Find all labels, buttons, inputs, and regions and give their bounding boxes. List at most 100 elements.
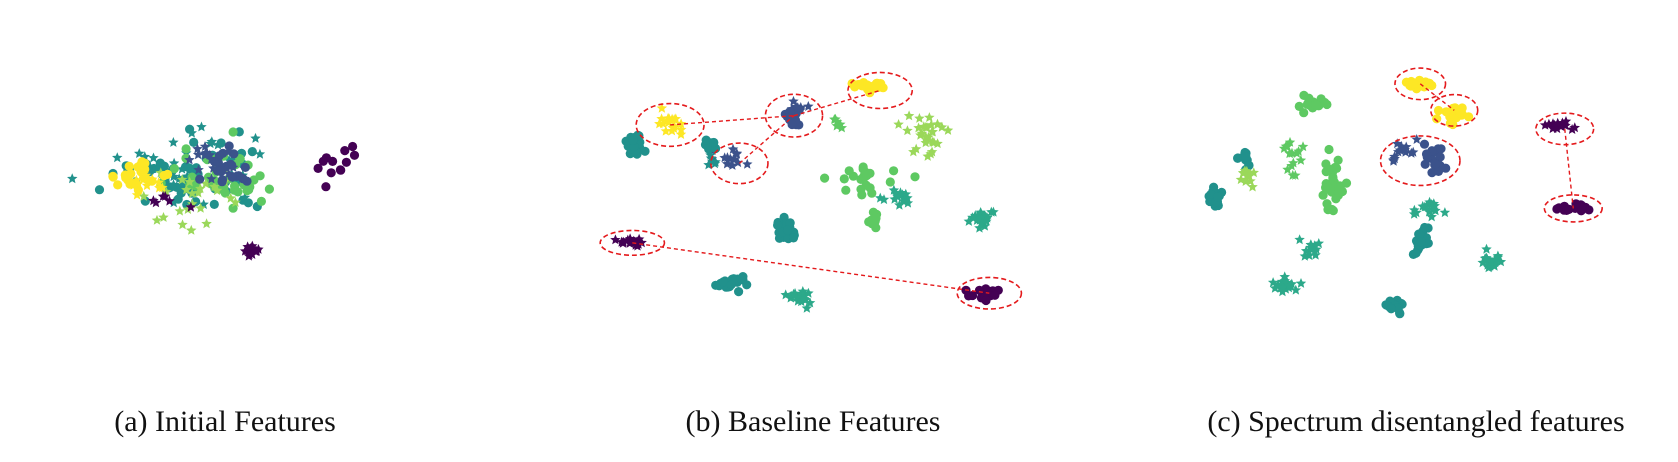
- highlight-ellipse: [847, 71, 914, 110]
- circle-point: [1419, 139, 1430, 149]
- highlight-ellipse: [599, 229, 666, 257]
- circle-point: [318, 156, 328, 166]
- circle-point: [1302, 99, 1312, 109]
- circle-point: [865, 168, 875, 178]
- star-point: [803, 101, 814, 111]
- circle-point: [848, 171, 859, 181]
- star-point: [239, 192, 251, 203]
- circle-point: [1320, 97, 1330, 108]
- star-point: [211, 156, 222, 167]
- highlight-ellipse: [1379, 135, 1461, 187]
- circle-point: [335, 165, 345, 175]
- star-point: [633, 238, 644, 249]
- circle-point: [841, 185, 851, 195]
- circle-point: [238, 173, 248, 183]
- circle-point: [326, 168, 336, 178]
- circle-point: [313, 163, 323, 173]
- circle-point: [181, 144, 191, 154]
- circle-point: [1322, 199, 1332, 209]
- star-point: [920, 137, 931, 148]
- star-point: [184, 154, 195, 165]
- star-point: [195, 183, 206, 194]
- star-point: [932, 138, 943, 149]
- circle-point: [981, 295, 991, 306]
- star-point: [976, 218, 988, 229]
- star-point: [971, 215, 983, 225]
- circle-point: [1448, 103, 1458, 113]
- star-point: [153, 177, 164, 187]
- star-point: [732, 157, 744, 168]
- star-point: [196, 121, 207, 132]
- circle-point: [94, 185, 105, 195]
- star-point: [160, 186, 172, 197]
- star-point: [185, 163, 197, 174]
- star-point: [893, 119, 904, 129]
- star-point: [131, 189, 143, 200]
- star-point: [719, 152, 730, 163]
- star-point: [230, 197, 241, 207]
- circle-point: [163, 169, 173, 179]
- star-point: [128, 179, 139, 190]
- star-point: [742, 158, 753, 169]
- circle-point: [247, 147, 257, 157]
- circle-point: [264, 184, 274, 194]
- panel-initial-features: [67, 121, 360, 261]
- star-point: [140, 170, 152, 180]
- star-point: [184, 176, 195, 187]
- star-point: [1245, 175, 1256, 186]
- circle-point: [865, 88, 875, 98]
- star-point: [780, 289, 791, 300]
- star-point: [176, 174, 188, 185]
- highlight-ellipse: [710, 142, 769, 185]
- star-point: [168, 137, 179, 147]
- panel-spectrum-features: [1204, 67, 1603, 319]
- circle-point: [1331, 194, 1341, 204]
- circle-point: [1318, 190, 1328, 200]
- star-point: [148, 152, 159, 163]
- star-point: [168, 197, 179, 208]
- star-point: [247, 249, 258, 259]
- star-point: [932, 119, 943, 129]
- circle-point: [1299, 108, 1309, 118]
- star-point: [181, 184, 192, 195]
- star-point: [903, 110, 915, 121]
- star-point: [1313, 238, 1324, 248]
- circle-point: [321, 182, 331, 192]
- circle-point: [782, 225, 793, 235]
- star-point: [1485, 256, 1497, 267]
- circle-point: [108, 171, 118, 181]
- star-point: [186, 127, 197, 138]
- star-point: [212, 139, 224, 150]
- circle-point: [857, 190, 867, 200]
- star-point: [963, 216, 975, 226]
- star-point: [1569, 122, 1580, 133]
- circle-point: [867, 188, 877, 198]
- star-point: [1293, 146, 1304, 156]
- star-point: [199, 149, 211, 160]
- star-point: [1417, 200, 1428, 211]
- star-point: [1430, 205, 1441, 216]
- star-point: [182, 204, 194, 214]
- star-point: [1551, 123, 1563, 134]
- star-point: [186, 188, 198, 198]
- star-point: [1299, 250, 1311, 261]
- star-point: [1297, 141, 1309, 152]
- star-point: [1247, 181, 1258, 192]
- circle-point: [340, 146, 350, 156]
- star-point: [1388, 155, 1399, 166]
- star-point: [894, 199, 905, 210]
- star-point: [138, 190, 149, 201]
- circle-point: [1421, 149, 1432, 159]
- star-point: [208, 162, 219, 173]
- star-point: [1269, 282, 1281, 293]
- star-point: [1489, 260, 1500, 271]
- circle-point: [1464, 112, 1474, 122]
- star-point: [925, 148, 936, 159]
- circle-point: [217, 175, 228, 185]
- star-point: [1282, 164, 1293, 175]
- circle-point: [1411, 248, 1421, 258]
- star-point: [618, 236, 629, 247]
- star-point: [168, 179, 179, 190]
- circle-point: [1564, 204, 1574, 214]
- star-point: [791, 292, 802, 302]
